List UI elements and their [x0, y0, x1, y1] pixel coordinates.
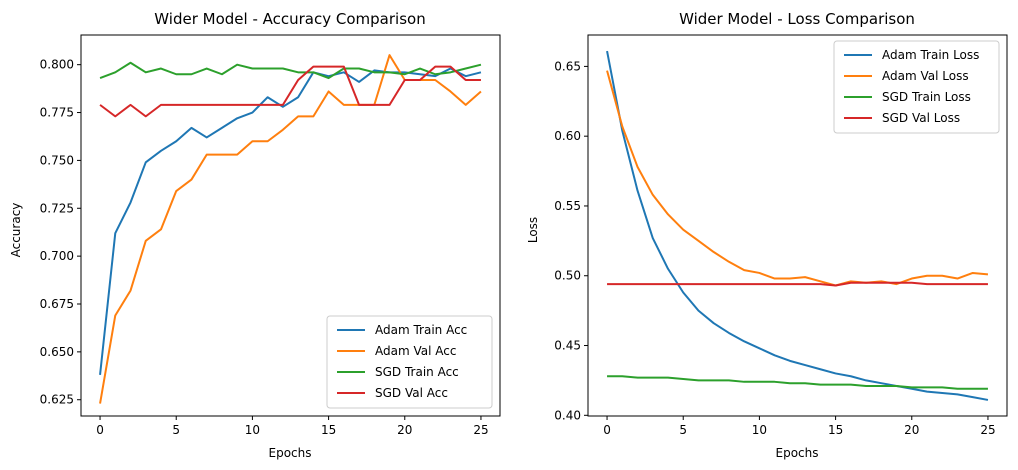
loss-legend-label: Adam Train Loss [882, 48, 979, 62]
accuracy-legend-label: SGD Train Acc [375, 365, 459, 379]
accuracy-legend-box [326, 315, 493, 409]
accuracy-y-tick-label: 0.700 [40, 249, 74, 263]
loss-series-line-adam-train-loss [606, 50, 989, 401]
loss-legend-label: SGD Val Loss [882, 111, 960, 125]
accuracy-y-axis-label: Accuracy [9, 203, 23, 258]
loss-plot-frame [587, 34, 1008, 417]
accuracy-x-tick-label: 5 [172, 423, 180, 437]
accuracy-y-tick-label: 0.750 [40, 153, 74, 167]
accuracy-y-tick-label: 0.625 [40, 393, 74, 407]
loss-chart-title: Wider Model - Loss Comparison [679, 10, 915, 28]
accuracy-legend-label: Adam Train Acc [375, 323, 467, 337]
loss-y-tick-label: 0.40 [554, 408, 581, 422]
accuracy-series-line-adam-train-acc [99, 67, 482, 375]
loss-x-tick-label: 0 [603, 423, 611, 437]
accuracy-chart-title: Wider Model - Accuracy Comparison [154, 10, 425, 28]
loss-y-tick-label: 0.65 [554, 59, 581, 73]
loss-x-axis-label: Epochs [776, 446, 819, 460]
accuracy-legend: Adam Train Acc Adam Val Acc SGD Train Acc S… [326, 315, 493, 409]
loss-legend: Adam Train Loss Adam Val Loss SGD Train Lo… [833, 40, 1000, 134]
accuracy-y-tick-label: 0.675 [40, 297, 74, 311]
accuracy-x-tick-label: 20 [397, 423, 412, 437]
accuracy-plot-frame [80, 34, 501, 417]
accuracy-x-tick-label: 10 [245, 423, 260, 437]
accuracy-series-line-sgd-train-acc [99, 61, 482, 80]
accuracy-x-tick-label: 15 [321, 423, 336, 437]
loss-x-tick-label: 25 [980, 423, 995, 437]
accuracy-x-axis-label: Epochs [269, 446, 312, 460]
accuracy-y-tick-label: 0.800 [40, 58, 74, 72]
accuracy-chart-panel: Wider Model - Accuracy Comparison Epochs… [9, 10, 501, 460]
accuracy-x-tick-label: 0 [96, 423, 104, 437]
accuracy-y-tick-label: 0.775 [40, 106, 74, 120]
accuracy-legend-label: Adam Val Acc [375, 344, 456, 358]
accuracy-y-tick-label: 0.650 [40, 345, 74, 359]
accuracy-series-line-sgd-val-acc [99, 65, 481, 118]
accuracy-legend-label: SGD Val Acc [375, 386, 448, 400]
loss-legend-label: SGD Train Loss [882, 90, 971, 104]
loss-x-tick-label: 15 [828, 423, 843, 437]
accuracy-x-tick-label: 25 [473, 423, 488, 437]
loss-chart-panel: Wider Model - Loss Comparison Epochs Los… [526, 10, 1008, 460]
loss-x-tick-label: 10 [752, 423, 767, 437]
loss-series-line-sgd-train-loss [607, 375, 988, 390]
loss-y-tick-label: 0.50 [554, 269, 581, 283]
loss-y-axis-label: Loss [526, 217, 540, 243]
loss-series-line-adam-val-loss [606, 70, 989, 287]
loss-x-tick-label: 5 [679, 423, 687, 437]
loss-y-tick-label: 0.55 [554, 199, 581, 213]
loss-x-tick-label: 20 [904, 423, 919, 437]
loss-legend-box [833, 40, 1000, 134]
loss-legend-label: Adam Val Loss [882, 69, 969, 83]
loss-series-line-sgd-val-loss [607, 281, 988, 287]
loss-y-tick-label: 0.45 [554, 339, 581, 353]
accuracy-y-tick-label: 0.725 [40, 201, 74, 215]
loss-y-tick-label: 0.60 [554, 129, 581, 143]
